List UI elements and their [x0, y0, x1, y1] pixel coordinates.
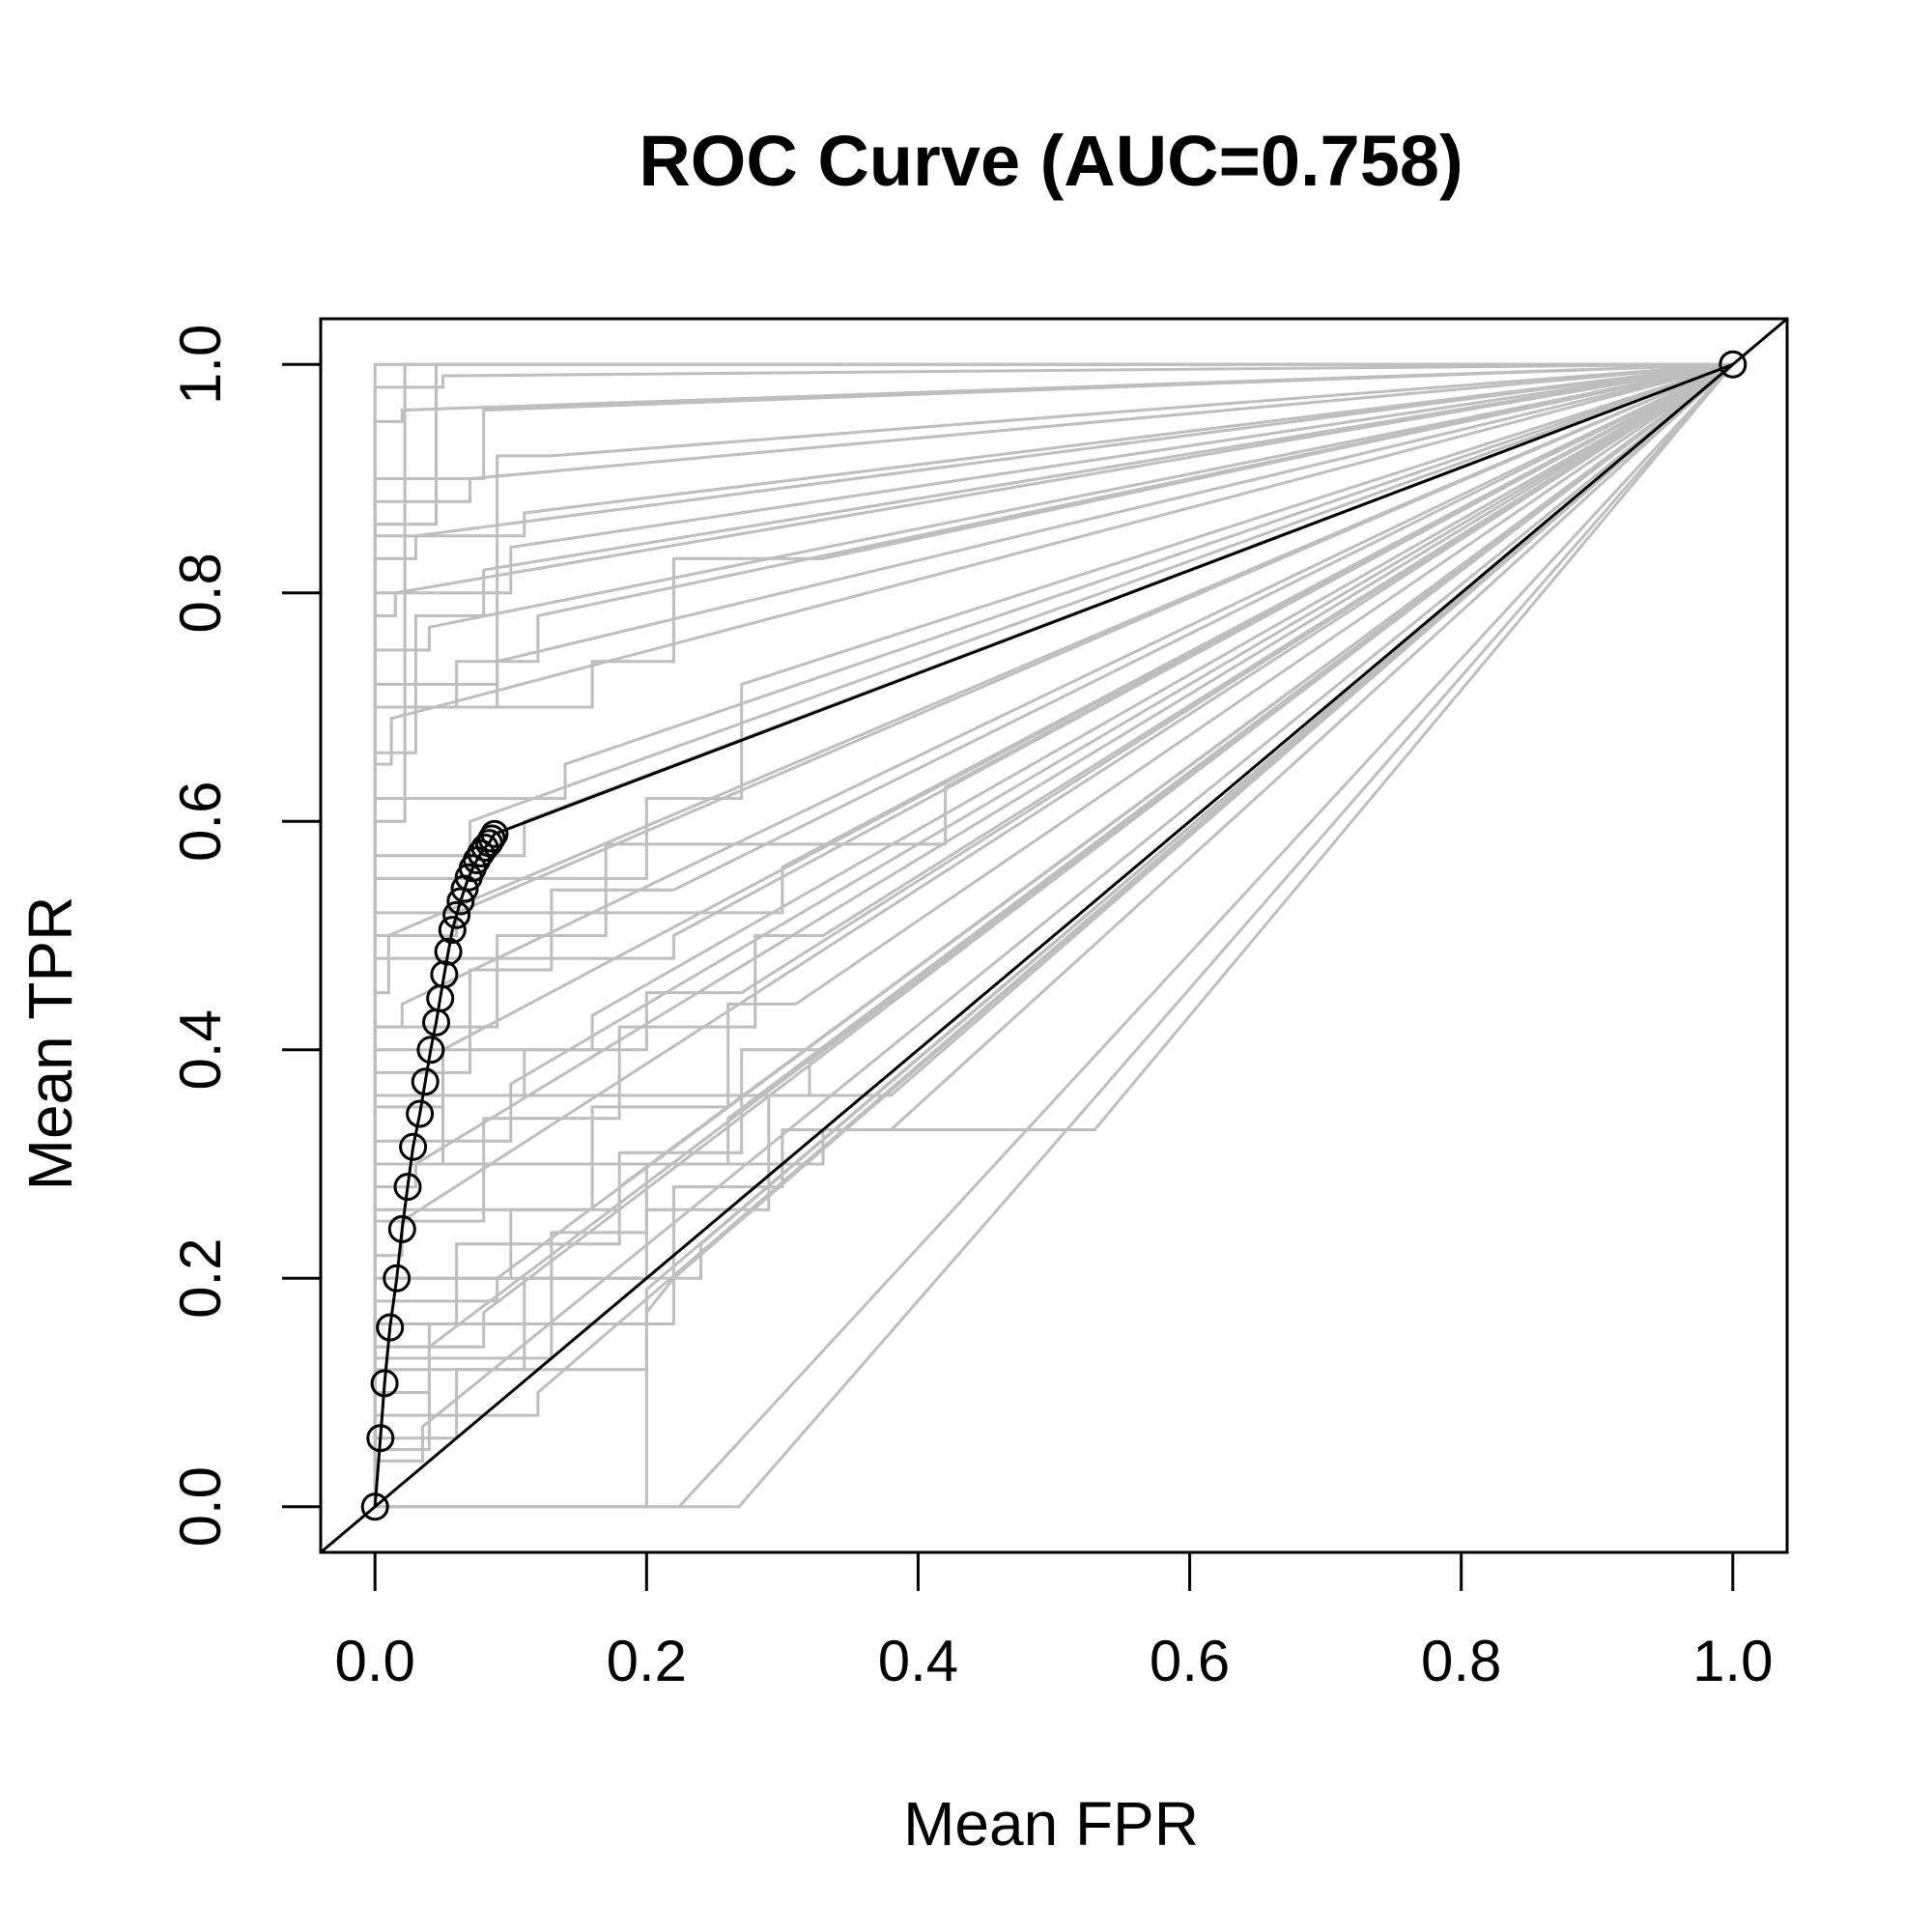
y-tick-label: 0.0 — [168, 1466, 233, 1547]
fold-curve-53 — [373, 363, 1734, 1507]
mean-point — [442, 900, 471, 929]
x-tick-label: 0.8 — [1421, 1629, 1501, 1693]
mean-point — [387, 1214, 416, 1243]
mean-point — [470, 834, 499, 862]
fold-curve-22 — [375, 363, 1734, 1509]
y-tick-label: 0.8 — [168, 553, 233, 633]
mean-point — [366, 1424, 395, 1453]
y-tick-label: 0.4 — [168, 1009, 233, 1090]
x-tick-label: 0.0 — [335, 1629, 415, 1693]
y-axis-label: Mean TPR — [15, 896, 85, 1191]
x-tick-label: 1.0 — [1692, 1629, 1773, 1693]
mean-point — [430, 960, 459, 989]
fold-curve-8 — [373, 362, 1734, 1507]
mean-point — [480, 819, 509, 848]
mean-point — [383, 1264, 412, 1293]
x-tick-label: 0.4 — [878, 1629, 958, 1693]
mean-point — [370, 1369, 399, 1398]
diagonal-reference-line — [320, 317, 1788, 1554]
mean-point — [1719, 350, 1747, 379]
y-axis: 0.0 0.2 0.4 0.6 0.8 1.0 — [168, 325, 321, 1547]
fold-curves — [373, 362, 1734, 1509]
mean-roc-points — [360, 350, 1747, 1521]
mean-point — [477, 824, 506, 853]
fold-curve-54 — [373, 363, 1734, 1507]
x-tick-label: 0.2 — [607, 1629, 687, 1693]
mean-point — [416, 1036, 445, 1065]
y-tick-label: 1.0 — [168, 325, 233, 405]
mean-point — [434, 937, 463, 966]
mean-point — [376, 1313, 405, 1342]
fold-curve-11 — [373, 362, 1734, 1507]
x-axis: 0.0 0.2 0.4 0.6 0.8 1.0 — [335, 1552, 1773, 1693]
chart-title: ROC Curve (AUC=0.758) — [639, 121, 1463, 201]
fold-curve-52 — [373, 362, 1734, 1507]
mean-point — [393, 1173, 422, 1202]
x-axis-label: Mean FPR — [903, 1789, 1199, 1859]
mean-point — [438, 916, 467, 945]
mean-point — [411, 1067, 440, 1096]
y-tick-label: 0.6 — [168, 781, 233, 862]
mean-point — [399, 1132, 428, 1161]
x-tick-label: 0.6 — [1150, 1629, 1230, 1693]
mean-point — [406, 1099, 435, 1128]
fold-curve-13 — [373, 363, 1734, 1507]
mean-point — [360, 1492, 389, 1521]
fold-curve-10 — [373, 362, 1734, 1507]
plot-frame — [319, 317, 1789, 1554]
fold-curve-18 — [373, 363, 1734, 1507]
y-tick-label: 0.2 — [168, 1238, 233, 1319]
